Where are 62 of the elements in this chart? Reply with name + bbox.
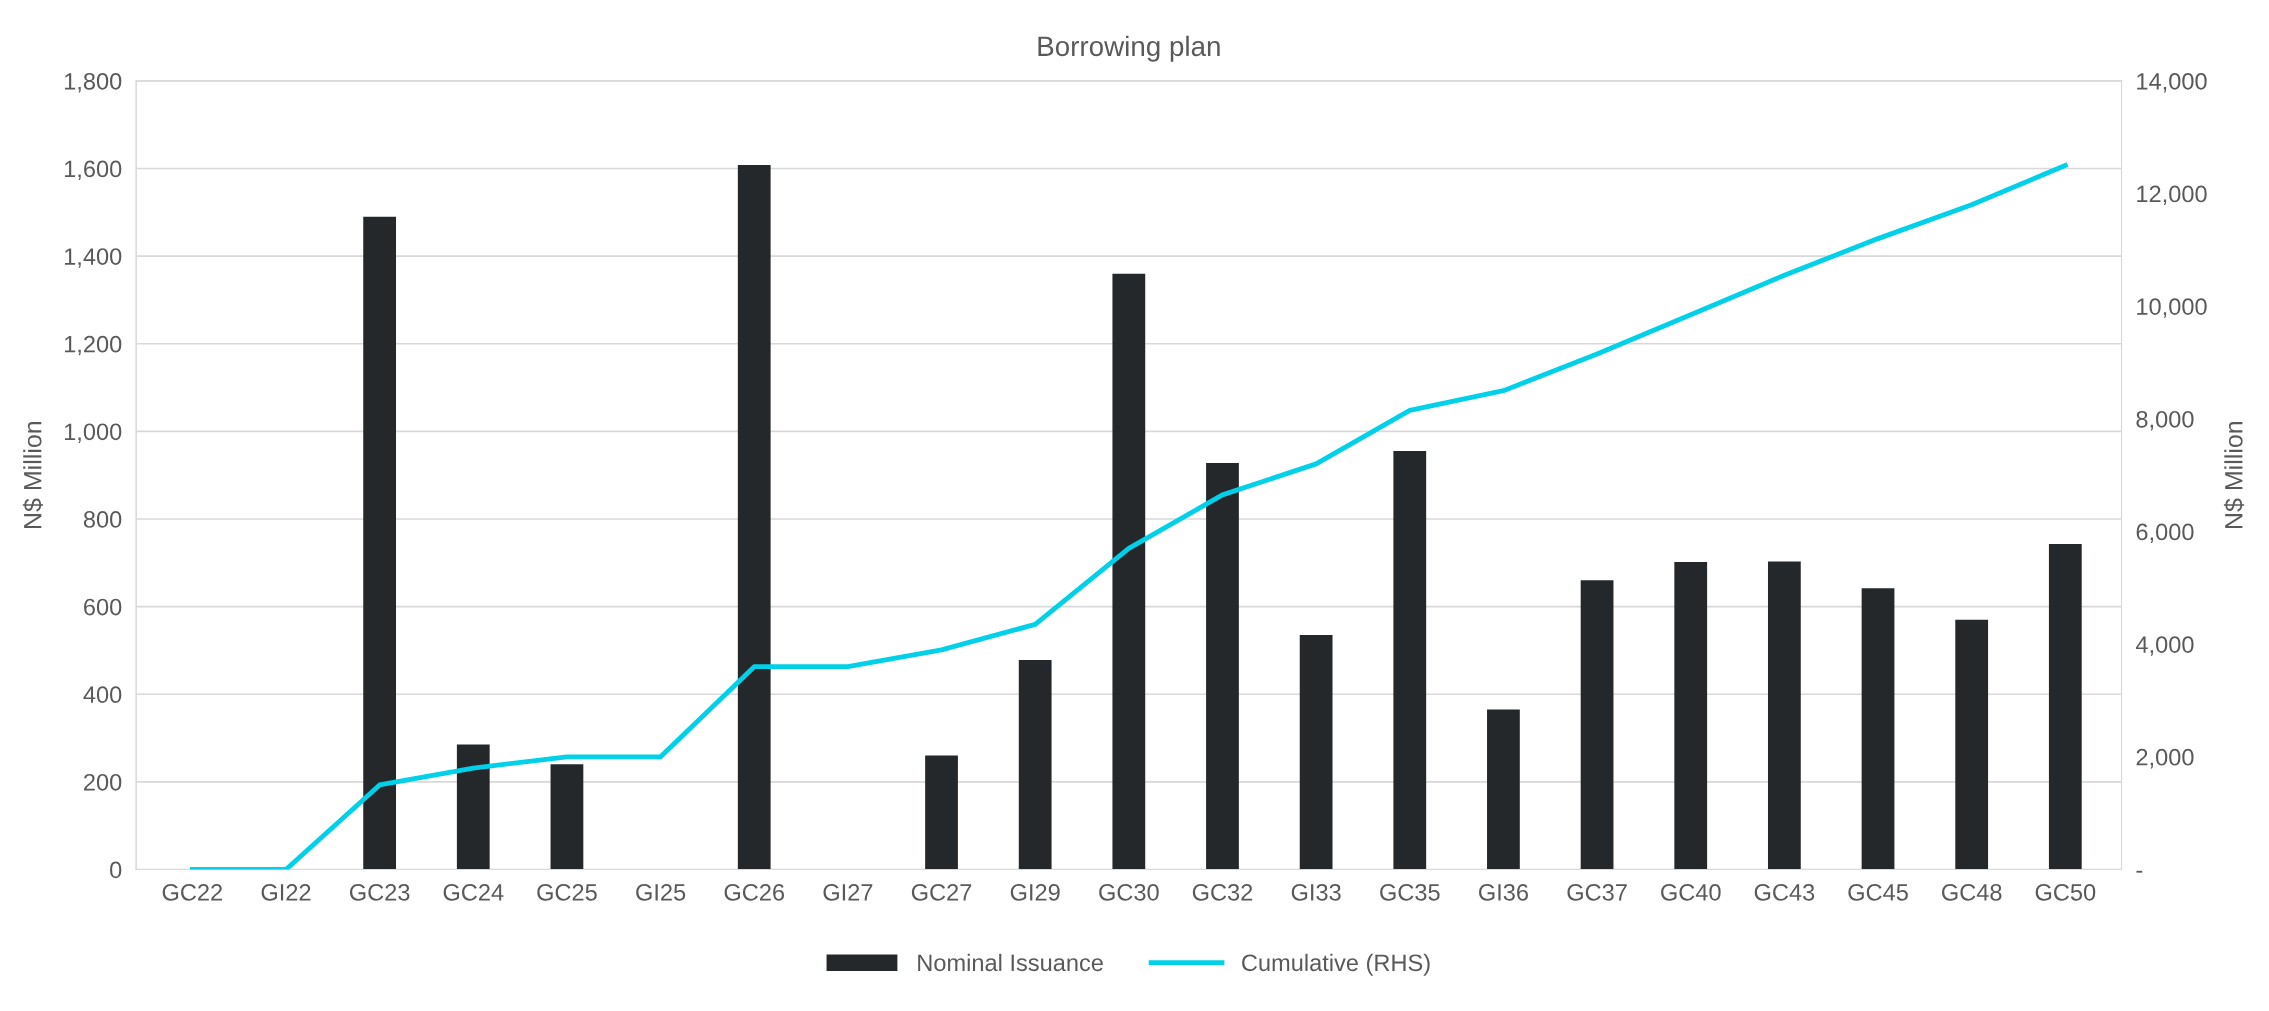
x-tick-label: GC48 <box>1942 883 2002 901</box>
bar <box>1393 451 1427 870</box>
y-tick-label: 1,000 <box>64 423 122 443</box>
x-tick-label: GC25 <box>537 883 597 901</box>
x-tick-label: GC22 <box>162 883 222 901</box>
bar <box>1767 561 1801 870</box>
x-tick-label: GI36 <box>1479 883 1528 901</box>
x-tick-label: GC27 <box>911 883 972 901</box>
y-tick-label: 200 <box>84 773 122 791</box>
bar <box>925 755 958 870</box>
y-tick-label: 600 <box>84 598 122 616</box>
y-axis-title: N$ Million <box>22 421 44 528</box>
y-tick-label: 0 <box>110 861 122 879</box>
x-tick-label: GC45 <box>1848 883 1908 901</box>
x-tick-label: GC43 <box>1754 883 1815 901</box>
x-tick-label: GC24 <box>443 883 504 901</box>
bar <box>2048 543 2082 870</box>
bar <box>363 216 397 870</box>
x-tick-label: GC35 <box>1380 883 1440 901</box>
bar <box>737 165 771 870</box>
y2-tick-label: 4,000 <box>2135 636 2194 656</box>
y2-tick-label: 6,000 <box>2136 523 2194 544</box>
y2-axis-title: N$ Million <box>2223 421 2245 528</box>
bar <box>1955 619 1989 870</box>
legend-label: Cumulative (RHS) <box>1242 953 1430 976</box>
x-tick-label: GC50 <box>2035 883 2096 901</box>
x-tick-label: GC40 <box>1661 883 1721 901</box>
bar <box>550 764 584 870</box>
y2-tick-label: 14,000 <box>2137 72 2207 93</box>
x-tick-label: GI25 <box>636 883 686 901</box>
x-tick-label: GC32 <box>1192 883 1253 901</box>
bar <box>1018 660 1052 870</box>
bar <box>1299 635 1333 870</box>
y2-tick-label: 12,000 <box>2137 185 2207 206</box>
x-tick-label: GC26 <box>724 883 785 901</box>
y2-tick-label: 8,000 <box>2136 410 2194 431</box>
x-tick-label: GC23 <box>349 883 410 901</box>
y-tick-label: 1,800 <box>64 72 122 93</box>
x-tick-label: GI22 <box>261 883 311 901</box>
x-tick-label: GI33 <box>1291 883 1341 901</box>
line-series <box>189 162 2068 870</box>
x-tick-label: GC37 <box>1567 883 1627 901</box>
y-tick-label: 1,400 <box>64 248 122 268</box>
bar <box>1206 462 1239 870</box>
bar <box>456 744 490 870</box>
x-tick-label: GI29 <box>1010 883 1060 901</box>
chart-title: Borrowing plan <box>1038 35 1220 62</box>
bar <box>1861 588 1895 870</box>
bar <box>1487 709 1520 870</box>
x-tick-label: GC30 <box>1099 883 1159 901</box>
y2-tick-label: 10,000 <box>2137 298 2207 318</box>
y-tick-label: 400 <box>83 686 122 704</box>
y-tick-label: 1,600 <box>64 160 122 181</box>
bar <box>1674 561 1708 870</box>
x-tick-label: GI27 <box>823 883 873 901</box>
bar <box>1112 273 1146 870</box>
y2-tick-label: 2,000 <box>2136 748 2194 769</box>
legend-label: Nominal Issuance <box>918 953 1103 972</box>
y-tick-label: 800 <box>83 511 122 528</box>
y2-tick-label: - <box>2136 870 2143 873</box>
y-tick-label: 1,200 <box>64 335 122 356</box>
bar <box>1580 580 1614 870</box>
